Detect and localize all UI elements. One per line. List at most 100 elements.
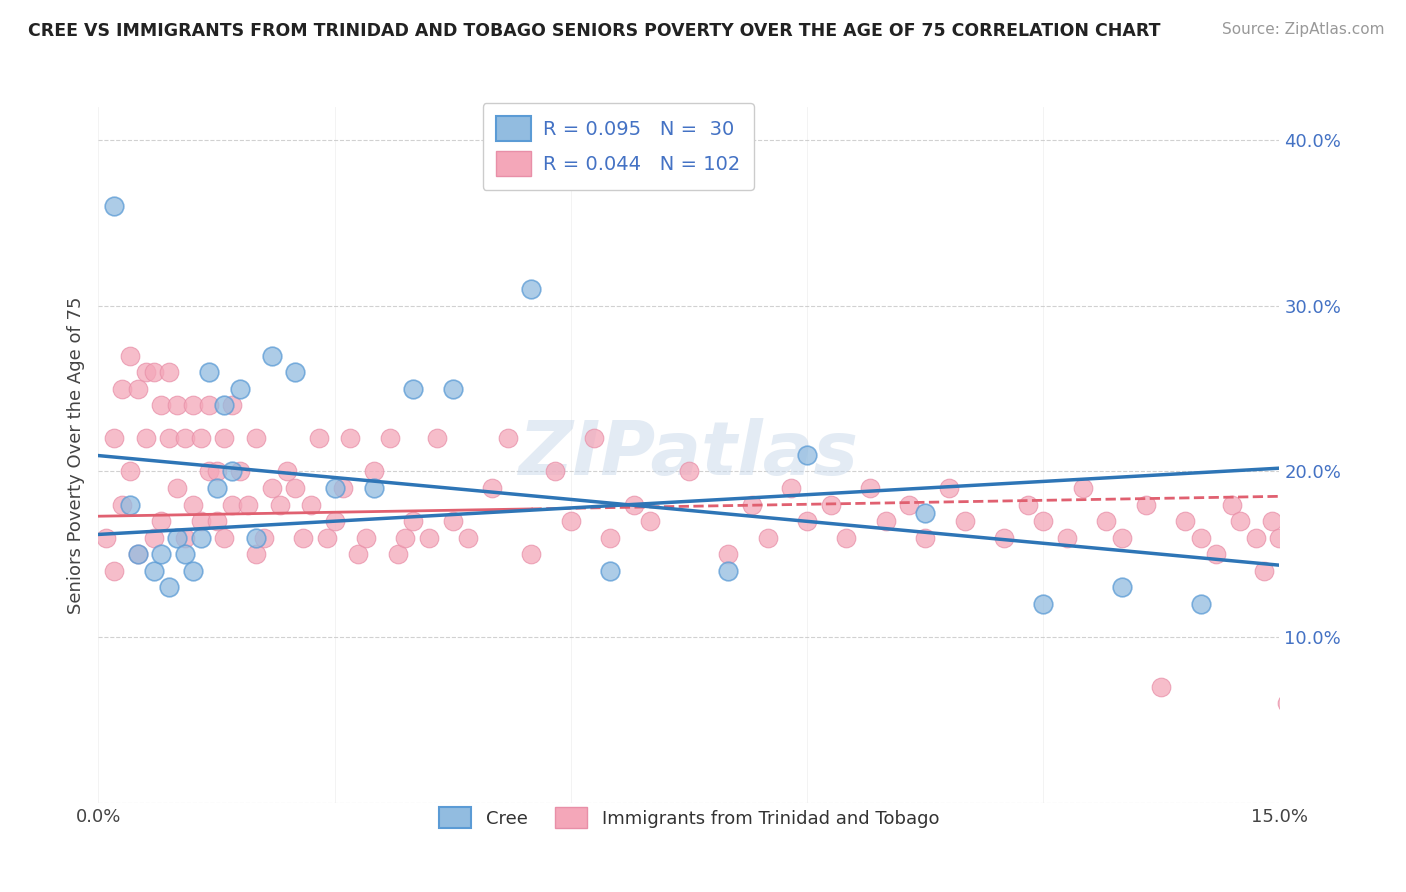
Point [520, 547, 543, 561]
Point [835, 531, 858, 545]
Point [181, 564, 204, 578]
Point [221, 398, 243, 412]
Point [190, 431, 212, 445]
Y-axis label: Seniors Poverty Over the Age of 75: Seniors Poverty Over the Age of 75 [66, 296, 84, 614]
Point [181, 398, 204, 412]
Point [205, 514, 228, 528]
Text: CREE VS IMMIGRANTS FROM TRINIDAD AND TOBAGO SENIORS POVERTY OVER THE AGE OF 75 C: CREE VS IMMIGRANTS FROM TRINIDAD AND TOB… [28, 22, 1160, 40]
Point [284, 365, 307, 379]
Point [717, 547, 740, 561]
Point [245, 531, 267, 545]
Point [717, 564, 740, 578]
Point [363, 465, 385, 479]
Point [796, 514, 818, 528]
Point [214, 398, 236, 412]
Text: Source: ZipAtlas.com: Source: ZipAtlas.com [1222, 22, 1385, 37]
Point [315, 531, 337, 545]
Point [118, 465, 141, 479]
Point [1220, 498, 1243, 512]
Point [1017, 498, 1039, 512]
Point [914, 506, 936, 520]
Point [387, 547, 409, 561]
Point [1071, 481, 1094, 495]
Point [229, 382, 252, 396]
Point [269, 498, 291, 512]
Point [276, 465, 298, 479]
Point [599, 531, 621, 545]
Point [236, 498, 259, 512]
Point [142, 564, 165, 578]
Point [103, 564, 125, 578]
Point [426, 431, 449, 445]
Point [166, 398, 188, 412]
Point [174, 547, 197, 561]
Point [859, 481, 882, 495]
Point [347, 547, 370, 561]
Point [1032, 514, 1054, 528]
Point [221, 498, 243, 512]
Point [253, 531, 276, 545]
Point [457, 531, 479, 545]
Point [260, 349, 283, 363]
Point [378, 431, 401, 445]
Point [1174, 514, 1197, 528]
Point [284, 481, 307, 495]
Point [1189, 531, 1212, 545]
Point [898, 498, 921, 512]
Point [157, 581, 180, 595]
Point [1244, 531, 1267, 545]
Point [1056, 531, 1078, 545]
Point [221, 465, 243, 479]
Point [96, 531, 118, 545]
Point [127, 547, 149, 561]
Point [135, 365, 157, 379]
Point [214, 431, 236, 445]
Point [1205, 547, 1227, 561]
Point [214, 531, 236, 545]
Point [118, 498, 141, 512]
Point [111, 382, 134, 396]
Point [402, 382, 425, 396]
Point [127, 547, 149, 561]
Point [623, 498, 645, 512]
Legend: Cree, Immigrants from Trinidad and Tobago: Cree, Immigrants from Trinidad and Tobag… [432, 800, 946, 836]
Point [323, 481, 346, 495]
Point [1032, 597, 1054, 611]
Point [1150, 680, 1173, 694]
Point [756, 531, 779, 545]
Point [363, 481, 385, 495]
Point [1111, 531, 1133, 545]
Point [174, 431, 197, 445]
Point [354, 531, 377, 545]
Point [229, 465, 252, 479]
Point [166, 531, 188, 545]
Point [1189, 597, 1212, 611]
Point [118, 349, 141, 363]
Point [481, 481, 503, 495]
Point [520, 282, 543, 296]
Point [245, 547, 267, 561]
Point [638, 514, 661, 528]
Point [260, 481, 283, 495]
Point [111, 498, 134, 512]
Point [394, 531, 416, 545]
Point [1253, 564, 1275, 578]
Point [127, 382, 149, 396]
Point [205, 481, 228, 495]
Point [339, 431, 361, 445]
Point [402, 514, 425, 528]
Point [150, 547, 173, 561]
Point [1111, 581, 1133, 595]
Point [496, 431, 519, 445]
Point [796, 448, 818, 462]
Point [157, 431, 180, 445]
Point [544, 465, 567, 479]
Point [174, 531, 197, 545]
Point [197, 398, 219, 412]
Point [332, 481, 354, 495]
Point [197, 465, 219, 479]
Point [142, 531, 165, 545]
Text: ZIPatlas: ZIPatlas [519, 418, 859, 491]
Point [1095, 514, 1118, 528]
Point [1268, 531, 1291, 545]
